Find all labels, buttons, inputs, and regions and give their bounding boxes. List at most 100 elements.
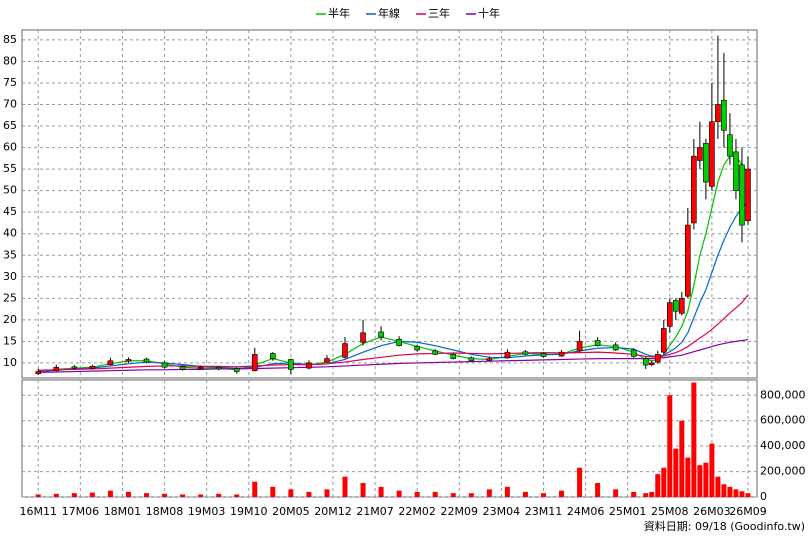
volume-bar	[450, 493, 456, 497]
volume-bar	[125, 491, 131, 497]
candle-body	[414, 346, 420, 351]
y2-tick-label: 0	[760, 490, 767, 503]
candle-body	[709, 121, 715, 187]
candle-body	[306, 362, 312, 369]
candle-body	[745, 168, 751, 222]
ma-line	[38, 339, 749, 374]
ma-line	[38, 201, 749, 373]
candle-body	[143, 358, 150, 363]
x-tick-label: 26M03	[693, 505, 731, 518]
volume-bar	[396, 490, 402, 497]
y-tick-label: 70	[3, 98, 17, 111]
legend-label: 年線	[378, 6, 400, 20]
x-tick-label: 17M06	[62, 505, 100, 518]
volume-bar	[306, 491, 312, 497]
candle-body	[360, 332, 366, 343]
candle-body	[679, 298, 685, 314]
volume-bar	[522, 491, 528, 497]
candle-body	[727, 134, 733, 157]
candle-body	[378, 331, 384, 338]
volume-bar	[679, 420, 685, 497]
y-tick-label: 10	[3, 356, 17, 369]
x-tick-label: 23M11	[525, 505, 563, 518]
volume-bar	[697, 465, 703, 497]
volume-bar	[342, 476, 348, 497]
volume-bar	[468, 493, 474, 497]
volume-bar	[577, 467, 583, 497]
volume-bar	[661, 467, 667, 497]
volume-bar	[595, 483, 601, 497]
candle-body	[733, 151, 739, 191]
volume-bar	[559, 490, 565, 497]
volume-bar	[288, 489, 294, 497]
candle-body	[89, 366, 96, 369]
x-tick-label: 23M04	[483, 505, 521, 518]
candle-body	[432, 350, 439, 355]
y2-tick-label: 200,000	[760, 465, 806, 478]
candle-body	[450, 354, 457, 359]
candle-body	[486, 358, 493, 361]
volume-bar	[709, 443, 715, 497]
x-tick-label: 19M10	[230, 505, 268, 518]
y-tick-label: 35	[3, 248, 17, 261]
x-tick-label: 24M06	[567, 505, 605, 518]
volume-bar	[270, 486, 276, 497]
volume-bar	[198, 494, 204, 497]
candle-body	[504, 351, 511, 359]
x-tick-label: 21M07	[356, 505, 394, 518]
candle-body	[654, 354, 661, 363]
volume-bar	[71, 493, 77, 497]
x-tick-label: 26M09	[729, 505, 767, 518]
volume-bar	[504, 486, 510, 497]
volume-frame	[21, 379, 758, 498]
x-tick-label: 22M09	[441, 505, 479, 518]
y2-tick-label: 800,000	[760, 388, 806, 401]
price-frame	[21, 29, 758, 379]
candle-body	[630, 349, 637, 357]
volume-bar	[324, 489, 330, 497]
x-tick-label: 16M11	[19, 505, 57, 518]
candle-body	[197, 366, 204, 370]
y-tick-label: 65	[3, 119, 17, 132]
candle-body	[558, 351, 565, 357]
x-tick-label: 19M03	[188, 505, 226, 518]
candle-body	[270, 353, 276, 359]
volume-bar	[252, 481, 258, 497]
volume-bar	[432, 491, 438, 497]
y-tick-label: 45	[3, 205, 17, 218]
candle-body	[673, 300, 679, 312]
volume-bar	[721, 484, 727, 497]
candle-body	[691, 155, 697, 224]
y-tick-label: 85	[3, 33, 17, 46]
footer: 資料日期: 09/18 (Goodinfo.tw)	[644, 519, 805, 533]
candle-body	[233, 368, 240, 372]
y-tick-label: 50	[3, 184, 17, 197]
candle-body	[721, 99, 727, 131]
candle-body	[179, 366, 186, 370]
candle-body	[71, 366, 78, 369]
candle-body	[576, 341, 583, 352]
candle-body	[396, 338, 402, 346]
x-tick-label: 25M01	[609, 505, 647, 518]
volume-bar	[162, 493, 168, 497]
volume-bar	[613, 489, 619, 497]
y-tick-label: 20	[3, 313, 17, 326]
candle-body	[522, 351, 529, 355]
volume-bar	[216, 493, 222, 497]
y-tick-label: 15	[3, 334, 17, 347]
candle-body	[540, 353, 547, 357]
x-tick-label: 25M08	[651, 505, 689, 518]
volume-bar	[35, 494, 41, 497]
candle-body	[703, 142, 709, 183]
candle-body	[251, 354, 258, 371]
volume-bar	[107, 490, 113, 497]
volume-bar	[643, 493, 649, 497]
volume-bar	[540, 493, 546, 497]
candle-body	[685, 224, 691, 297]
candle-body	[468, 357, 475, 362]
y-tick-label: 60	[3, 141, 17, 154]
candle-body	[125, 359, 132, 362]
y-tick-label: 75	[3, 76, 17, 89]
legend-label: 半年	[328, 6, 350, 20]
volume-bar	[691, 382, 697, 497]
